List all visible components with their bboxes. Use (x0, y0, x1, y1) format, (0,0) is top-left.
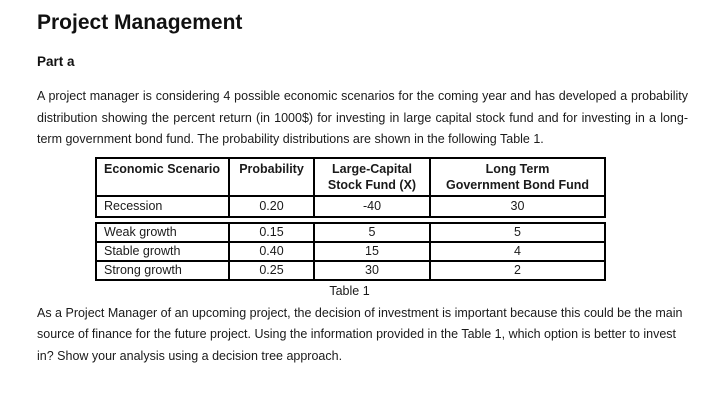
probability-table-lower: Weak growth 0.15 5 5 Stable growth 0.40 … (95, 221, 606, 281)
table-cell: 30 (429, 194, 606, 218)
table-row-strong-growth: Strong growth 0.25 30 2 (95, 259, 606, 281)
table-caption: Table 1 (329, 283, 370, 298)
table-row-stable-growth: Stable growth 0.40 15 4 (95, 240, 606, 262)
table-cell: 5 (429, 221, 606, 243)
table-cell: -40 (313, 194, 431, 218)
table-cell: 2 (429, 259, 606, 281)
table-cell: Weak growth (95, 221, 230, 243)
table-row-recession: Recession 0.20 -40 30 (95, 194, 606, 218)
table-cell: Stable growth (95, 240, 230, 262)
probability-table-upper: Economic Scenario Probability Large-Capi… (95, 156, 606, 218)
header-line: Probability (239, 161, 304, 176)
header-line: Stock Fund (X) (327, 178, 417, 192)
table-row-weak-growth: Weak growth 0.15 5 5 (95, 221, 606, 243)
probability-table: Economic Scenario Probability Large-Capi… (95, 156, 606, 299)
table-cell: 0.40 (228, 240, 315, 262)
column-header-economic-scenario: Economic Scenario (95, 156, 230, 197)
header-line: Economic Scenario (104, 161, 221, 176)
table-cell: 5 (313, 221, 431, 243)
table-header-row: Economic Scenario Probability Large-Capi… (95, 156, 606, 197)
header-line: Large-Capital (332, 161, 412, 176)
column-header-long-term-government-bond-fund: Long Term Government Bond Fund (429, 156, 606, 197)
table-cell: 0.15 (228, 221, 315, 243)
header-line: Government Bond Fund (445, 178, 590, 192)
table-cell: 4 (429, 240, 606, 262)
header-line: Long Term (485, 161, 550, 176)
table-row: Economic Scenario Probability Large-Capi… (95, 156, 606, 197)
table-cell: 0.20 (228, 194, 315, 218)
column-header-probability: Probability (228, 156, 315, 197)
table-cell: 15 (313, 240, 431, 262)
table-cell: Strong growth (95, 259, 230, 281)
column-header-large-capital-stock-fund: Large-Capital Stock Fund (X) (313, 156, 431, 197)
table-cell: 0.25 (228, 259, 315, 281)
intro-paragraph: A project manager is considering 4 possi… (37, 89, 688, 146)
question-paragraph: As a Project Manager of an upcoming proj… (37, 305, 683, 364)
table-cell: Recession (95, 194, 230, 218)
table-cell: 30 (313, 259, 431, 281)
section-heading-part-a: Part a (37, 54, 75, 69)
page-title: Project Management (37, 11, 243, 34)
